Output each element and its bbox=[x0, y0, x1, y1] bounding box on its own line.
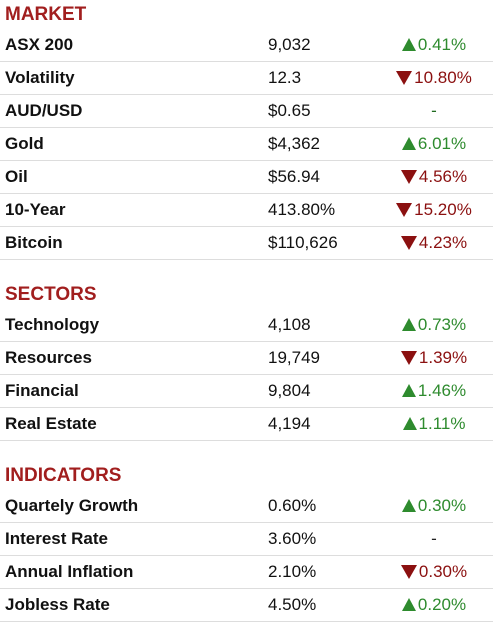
change-value: - bbox=[431, 101, 437, 120]
down-arrow-icon bbox=[396, 202, 413, 217]
row-name: ASX 200 bbox=[5, 35, 74, 54]
down-arrow-icon bbox=[400, 350, 417, 365]
market-row-audusd[interactable]: AUD/USD $0.65 - bbox=[0, 95, 493, 128]
sector-row-technology[interactable]: Technology 4,108 0.73% bbox=[0, 309, 493, 342]
row-name: Quartely Growth bbox=[5, 496, 139, 515]
market-row-10-year[interactable]: 10-Year 413.80% 15.20% bbox=[0, 194, 493, 227]
up-arrow-icon bbox=[401, 598, 416, 612]
row-value: 0.60% bbox=[268, 496, 317, 515]
row-name: Volatility bbox=[5, 68, 75, 87]
row-change: 10.80% bbox=[375, 62, 493, 94]
market-row-oil[interactable]: Oil $56.94 4.56% bbox=[0, 161, 493, 194]
row-name: AUD/USD bbox=[5, 101, 83, 120]
row-value: 19,749 bbox=[268, 348, 320, 367]
row-change: 1.46% bbox=[375, 375, 493, 407]
change-value: 0.20% bbox=[417, 595, 467, 614]
sector-row-real-estate[interactable]: Real Estate 4,194 1.11% bbox=[0, 408, 493, 441]
down-arrow-icon bbox=[400, 169, 417, 184]
row-name: Bitcoin bbox=[5, 233, 63, 252]
row-name: Oil bbox=[5, 167, 28, 186]
row-value: $0.65 bbox=[268, 101, 311, 120]
row-value: 4.50% bbox=[268, 595, 317, 614]
up-arrow-icon bbox=[401, 318, 416, 332]
row-value: $4,362 bbox=[268, 134, 320, 153]
row-change: 1.39% bbox=[375, 342, 493, 374]
row-change: 0.30% bbox=[375, 556, 493, 588]
row-change: 0.30% bbox=[375, 490, 493, 522]
market-row-asx200[interactable]: ASX 200 9,032 0.41% bbox=[0, 29, 493, 62]
row-name: Real Estate bbox=[5, 414, 97, 433]
row-name: Annual Inflation bbox=[5, 562, 134, 581]
down-arrow-icon bbox=[400, 564, 417, 579]
change-value: 1.39% bbox=[418, 348, 468, 367]
change-value: 1.46% bbox=[417, 381, 467, 400]
row-value: 4,194 bbox=[268, 414, 311, 433]
row-value: 2.10% bbox=[268, 562, 317, 581]
row-name: Jobless Rate bbox=[5, 595, 110, 614]
row-change: 1.11% bbox=[375, 408, 493, 440]
change-value: 0.30% bbox=[418, 562, 468, 581]
market-row-bitcoin[interactable]: Bitcoin $110,626 4.23% bbox=[0, 227, 493, 260]
change-value: - bbox=[431, 529, 437, 548]
change-value: 0.73% bbox=[417, 315, 467, 334]
up-arrow-icon bbox=[401, 384, 416, 398]
indicators-heading: INDICATORS bbox=[5, 465, 122, 486]
row-value: $110,626 bbox=[268, 233, 338, 252]
sectors-heading: SECTORS bbox=[5, 284, 97, 305]
change-value: 15.20% bbox=[414, 200, 472, 219]
change-value: 0.41% bbox=[417, 35, 467, 54]
row-name: Technology bbox=[5, 315, 100, 334]
change-value: 4.56% bbox=[418, 167, 468, 186]
row-name: 10-Year bbox=[5, 200, 66, 219]
change-value: 6.01% bbox=[417, 134, 467, 153]
row-change: 0.20% bbox=[375, 589, 493, 621]
row-value: $56.94 bbox=[268, 167, 320, 186]
sector-row-financial[interactable]: Financial 9,804 1.46% bbox=[0, 375, 493, 408]
row-name: Resources bbox=[5, 348, 92, 367]
row-name: Interest Rate bbox=[5, 529, 108, 548]
row-change: 0.41% bbox=[375, 29, 493, 61]
row-change: 4.23% bbox=[375, 227, 493, 259]
down-arrow-icon bbox=[400, 235, 417, 250]
market-section: MARKET ASX 200 9,032 0.41% Volatility 12… bbox=[0, 1, 493, 260]
indicator-row-jobless-rate[interactable]: Jobless Rate 4.50% 0.20% bbox=[0, 589, 493, 622]
row-change: 0.73% bbox=[375, 309, 493, 341]
indicator-row-annual-inflation[interactable]: Annual Inflation 2.10% 0.30% bbox=[0, 556, 493, 589]
down-arrow-icon bbox=[396, 70, 413, 85]
row-change: - bbox=[375, 95, 493, 127]
indicator-row-interest-rate[interactable]: Interest Rate 3.60% - bbox=[0, 523, 493, 556]
market-heading: MARKET bbox=[5, 4, 87, 25]
up-arrow-icon bbox=[401, 137, 416, 151]
row-value: 4,108 bbox=[268, 315, 311, 334]
row-value: 3.60% bbox=[268, 529, 317, 548]
row-value: 413.80% bbox=[268, 200, 336, 219]
change-value: 1.11% bbox=[418, 414, 466, 433]
row-change: 15.20% bbox=[375, 194, 493, 226]
row-change: 6.01% bbox=[375, 128, 493, 160]
row-change: - bbox=[375, 523, 493, 555]
change-value: 0.30% bbox=[417, 496, 467, 515]
up-arrow-icon bbox=[402, 417, 417, 431]
market-row-volatility[interactable]: Volatility 12.3 10.80% bbox=[0, 62, 493, 95]
sector-row-resources[interactable]: Resources 19,749 1.39% bbox=[0, 342, 493, 375]
market-row-gold[interactable]: Gold $4,362 6.01% bbox=[0, 128, 493, 161]
row-value: 9,804 bbox=[268, 381, 311, 400]
row-name: Gold bbox=[5, 134, 44, 153]
indicator-row-quartely-growth[interactable]: Quartely Growth 0.60% 0.30% bbox=[0, 490, 493, 523]
change-value: 10.80% bbox=[414, 68, 472, 87]
up-arrow-icon bbox=[401, 499, 416, 513]
up-arrow-icon bbox=[401, 38, 416, 52]
row-change: 4.56% bbox=[375, 161, 493, 193]
row-value: 12.3 bbox=[268, 68, 302, 87]
row-value: 9,032 bbox=[268, 35, 311, 54]
row-name: Financial bbox=[5, 381, 79, 400]
indicators-section: INDICATORS Quartely Growth 0.60% 0.30% I… bbox=[0, 462, 493, 622]
sectors-section: SECTORS Technology 4,108 0.73% Resources… bbox=[0, 281, 493, 441]
change-value: 4.23% bbox=[418, 233, 468, 252]
